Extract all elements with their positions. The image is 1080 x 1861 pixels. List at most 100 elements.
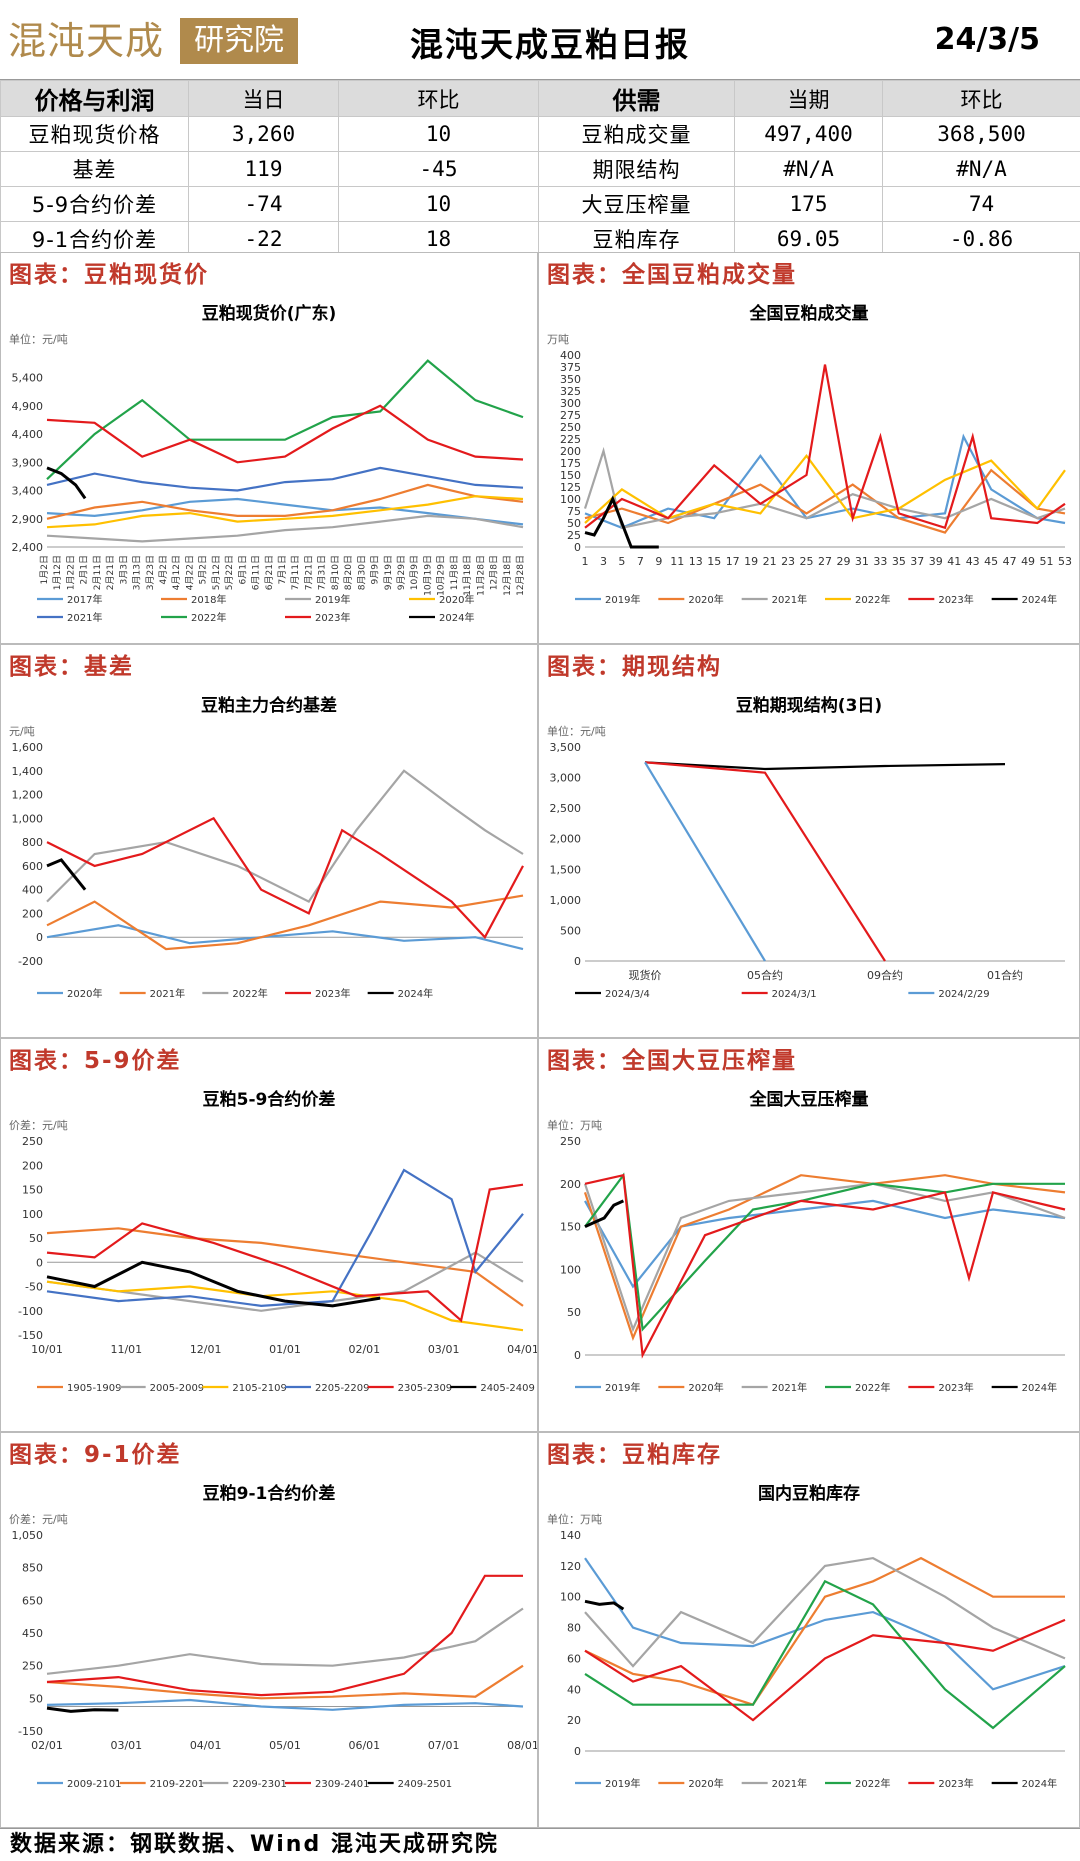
x-tick-label: 05/01 (269, 1739, 301, 1752)
row-label: 豆粕现货价格 (1, 117, 189, 152)
legend-label: 2021年 (67, 611, 102, 624)
legend-label: 2024年 (1022, 593, 1057, 606)
legend-label: 2020年 (688, 1381, 723, 1394)
x-tick-label: 2月1日 (79, 555, 90, 584)
table-header-row: 价格与利润 当日 环比 供需 当期 环比 (1, 81, 1080, 117)
cell-value: -74 (189, 187, 339, 222)
x-tick-label: 9月19日 (383, 555, 394, 590)
table-row: 基差 119 -45 期限结构 #N/A #N/A (1, 152, 1080, 187)
x-tick-label: 11月8日 (449, 555, 460, 590)
x-tick-label: 8月30日 (356, 555, 367, 590)
series-line (585, 1175, 1065, 1355)
y-tick-label: 400 (560, 349, 581, 362)
report-header: 混沌天成 研究院 混沌天成豆粕日报 24/3/5 (0, 0, 1080, 80)
x-tick-label: 1月22日 (65, 555, 76, 590)
y-tick-label: 1,000 (550, 894, 582, 907)
series-line (47, 406, 523, 463)
y-tick-label: 75 (567, 505, 581, 518)
cell-value: 119 (189, 152, 339, 187)
x-tick-label: 12月18日 (502, 555, 513, 596)
x-tick-label: 5月12日 (211, 555, 222, 590)
x-tick-label: 4月22日 (184, 555, 195, 590)
x-tick-label: 39 (929, 555, 943, 568)
series-line (47, 1700, 523, 1710)
y-tick-label: 200 (560, 445, 581, 458)
y-tick-label: 50 (567, 517, 581, 530)
legend-label: 2024年 (398, 987, 433, 1000)
y-tick-label: 3,500 (550, 741, 582, 754)
legend-label: 2022年 (232, 987, 267, 1000)
x-tick-label: 7月21日 (303, 555, 314, 590)
series-line (47, 860, 85, 890)
y-tick-label: 325 (560, 385, 581, 398)
y-tick-label: 200 (22, 1159, 43, 1172)
x-tick-label: 09合约 (867, 968, 903, 982)
unit-label: 单位：元/吨 (9, 332, 68, 346)
y-tick-label: 150 (560, 1221, 581, 1234)
volume-chart: 全国豆粕成交量万吨0255075100125150175200225250275… (539, 289, 1079, 643)
y-tick-label: 0 (574, 541, 581, 554)
panel-title: 图表：全国豆粕成交量 (547, 255, 797, 289)
y-tick-label: 250 (22, 1135, 43, 1148)
x-tick-label: 37 (910, 555, 924, 568)
x-tick-label: 3 (600, 555, 607, 568)
legend-label: 2023年 (315, 987, 350, 1000)
y-tick-label: 600 (22, 860, 43, 873)
y-tick-label: 40 (567, 1683, 581, 1696)
x-tick-label: 01/01 (269, 1343, 301, 1356)
x-tick-label: 08/01 (507, 1739, 537, 1752)
x-tick-label: 03/01 (428, 1343, 460, 1356)
x-tick-label: 8月10日 (330, 555, 341, 590)
unit-label: 万吨 (547, 333, 569, 346)
y-tick-label: 800 (22, 836, 43, 849)
x-tick-label: 02/01 (31, 1739, 63, 1752)
row-label: 基差 (1, 152, 189, 187)
y-tick-label: 3,400 (12, 485, 44, 498)
legend-label: 1905-1909 (67, 1383, 122, 1394)
x-tick-label: 10月9日 (409, 555, 420, 590)
chart-title: 豆粕5-9合约价差 (203, 1089, 336, 1110)
y-tick-label: 1,000 (12, 812, 44, 825)
y-tick-label: 1,400 (12, 765, 44, 778)
series-line (585, 1581, 1065, 1728)
x-tick-label: 6月21日 (264, 555, 275, 590)
x-tick-label: 11月28日 (475, 555, 486, 596)
series-line (47, 1170, 523, 1306)
x-tick-label: 35 (892, 555, 906, 568)
panel-title: 图表：豆粕现货价 (9, 255, 209, 289)
x-tick-label: 3月13日 (132, 555, 143, 590)
x-tick-label: 12月8日 (489, 555, 500, 590)
y-tick-label: 1,050 (12, 1529, 44, 1542)
x-tick-label: 3月3日 (118, 555, 129, 584)
x-tick-label: 43 (966, 555, 980, 568)
y-tick-label: 275 (560, 409, 581, 422)
cell-value: 74 (883, 187, 1080, 222)
legend-label: 2023年 (938, 593, 973, 606)
data-source-footer: 数据来源：钢联数据、Wind 混沌天成研究院 (0, 1828, 1080, 1860)
x-tick-label: 31 (855, 555, 869, 568)
x-tick-label: 7月31日 (317, 555, 328, 590)
y-tick-label: 100 (560, 1263, 581, 1276)
legend-label: 2209-2301 (232, 1779, 287, 1790)
panel-title: 图表：9-1价差 (9, 1435, 182, 1469)
row-label: 豆粕成交量 (539, 117, 735, 152)
x-tick-label: 17 (726, 555, 740, 568)
series-line (645, 762, 885, 961)
cell-value: 368,500 (883, 117, 1080, 152)
x-tick-label: 9月29日 (396, 555, 407, 590)
cell-value: -45 (339, 152, 539, 187)
row-label: 5-9合约价差 (1, 187, 189, 222)
y-tick-label: 20 (567, 1714, 581, 1727)
legend-label: 2017年 (67, 593, 102, 606)
y-tick-label: 300 (560, 397, 581, 410)
x-tick-label: 51 (1040, 555, 1054, 568)
y-tick-label: 250 (22, 1660, 43, 1673)
x-tick-label: 19 (744, 555, 758, 568)
y-tick-label: 2,500 (550, 802, 582, 815)
series-line (47, 1609, 523, 1674)
y-tick-label: -150 (18, 1329, 43, 1342)
logo: 混沌天成 研究院 (8, 14, 298, 68)
